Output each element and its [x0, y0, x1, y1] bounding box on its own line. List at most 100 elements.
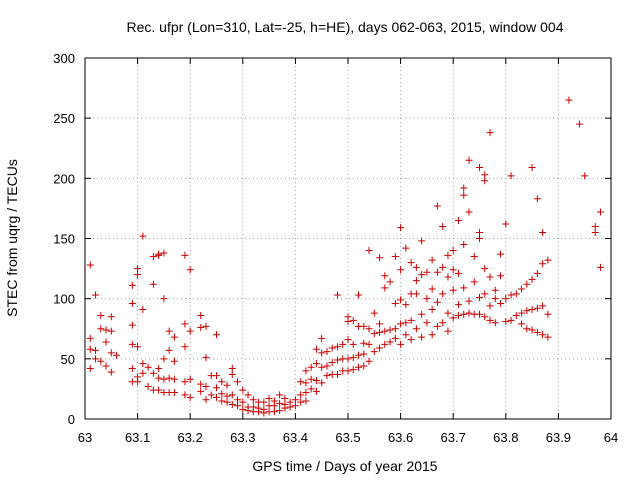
data-point [302, 389, 310, 397]
data-point [365, 247, 373, 255]
data-point [234, 378, 242, 386]
data-point [360, 339, 368, 347]
data-point [428, 331, 436, 339]
data-point [202, 322, 210, 330]
data-point [439, 290, 447, 298]
data-point [481, 265, 489, 273]
data-point [465, 156, 473, 164]
data-point [86, 261, 94, 269]
data-point [391, 253, 399, 261]
data-point [165, 346, 173, 354]
data-point [291, 396, 299, 404]
data-point [128, 321, 136, 329]
data-point [170, 375, 178, 383]
x-tick-labels: 63 63.1 63.2 63.3 63.4 63.5 63.6 63.7 63.8 63.9 64 [78, 430, 618, 445]
data-point [181, 378, 189, 386]
data-point [370, 309, 378, 317]
y-tick-label: 250 [53, 111, 75, 126]
data-point [370, 330, 378, 338]
data-point [502, 295, 510, 303]
data-point [402, 331, 410, 339]
y-tick-labels: 0 50 100 150 200 250 300 [53, 51, 75, 427]
data-point [465, 309, 473, 317]
data-point [213, 331, 220, 339]
data-point [113, 351, 121, 359]
data-point [291, 402, 299, 410]
data-point [239, 386, 247, 394]
data-point [539, 331, 547, 339]
data-point [423, 295, 431, 303]
data-point [418, 333, 426, 341]
data-point [170, 333, 178, 341]
data-point [344, 355, 352, 363]
data-point [349, 354, 357, 362]
data-point [428, 256, 436, 264]
data-point [460, 241, 468, 249]
data-point [155, 364, 163, 372]
data-point [476, 164, 483, 172]
data-point [213, 372, 220, 380]
data-point [165, 327, 173, 335]
data-point [318, 379, 326, 387]
data-point [539, 260, 547, 268]
data-point [107, 349, 115, 357]
data-point [591, 222, 599, 230]
data-point [107, 313, 115, 321]
data-point [528, 275, 536, 283]
data-point [449, 314, 457, 322]
data-point [297, 398, 305, 406]
data-point [370, 348, 378, 356]
data-point [139, 305, 147, 313]
data-point [397, 340, 405, 348]
data-point [128, 364, 136, 372]
data-point [544, 310, 552, 318]
x-tick-label: 63.4 [283, 430, 308, 445]
data-point [596, 208, 604, 216]
data-point [128, 340, 136, 348]
data-point [476, 235, 483, 242]
y-tick-label: 150 [53, 232, 75, 247]
data-point [333, 291, 341, 299]
data-point [360, 362, 368, 370]
data-point [323, 372, 331, 380]
data-point [386, 278, 394, 286]
x-tick-label: 63 [78, 430, 92, 445]
data-point [407, 316, 415, 324]
data-point [134, 343, 142, 351]
data-point [497, 299, 505, 307]
data-point [481, 177, 489, 185]
x-tick-label: 64 [604, 430, 618, 445]
data-point [454, 301, 462, 309]
data-point [528, 164, 536, 172]
data-point [481, 171, 489, 179]
data-point [491, 319, 499, 327]
data-point [449, 266, 457, 274]
data-point [476, 228, 483, 236]
data-point [128, 281, 136, 289]
data-point [339, 340, 347, 348]
data-point [454, 269, 462, 277]
data-point [170, 389, 178, 397]
data-point [134, 378, 142, 386]
data-point [433, 202, 441, 210]
data-point [460, 191, 468, 199]
data-point [460, 310, 468, 318]
data-point [539, 228, 547, 236]
data-point [197, 312, 205, 320]
data-point [186, 375, 194, 383]
data-point [507, 316, 515, 324]
data-point [128, 299, 136, 307]
data-point [312, 376, 320, 384]
data-point [181, 320, 189, 328]
data-point [444, 309, 452, 317]
data-point [228, 364, 236, 372]
data-point [181, 343, 189, 351]
data-point [297, 391, 305, 399]
data-point [381, 272, 389, 280]
data-point [596, 263, 604, 271]
data-point [433, 322, 441, 330]
data-point [312, 345, 320, 353]
data-point [281, 404, 289, 412]
data-point [349, 366, 357, 374]
data-point [234, 396, 242, 404]
